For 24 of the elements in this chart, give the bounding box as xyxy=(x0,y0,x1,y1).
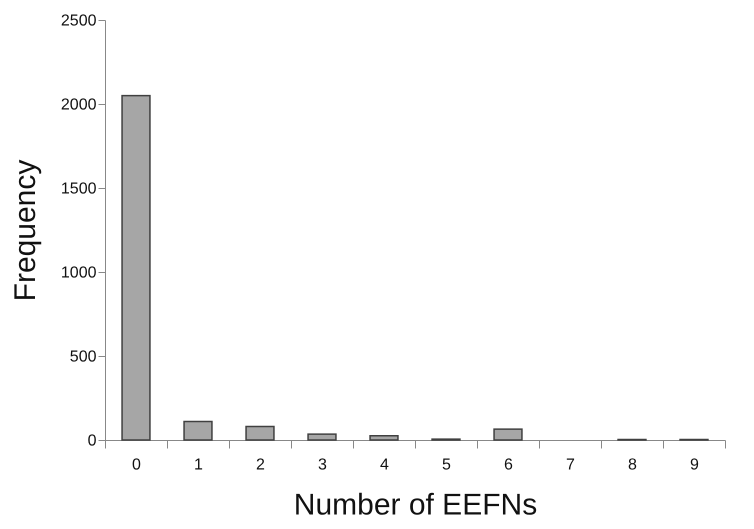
x-tick-label: 0 xyxy=(132,456,142,474)
bar xyxy=(307,433,337,441)
y-tick-label: 500 xyxy=(70,348,97,366)
y-tick-label: 0 xyxy=(88,432,97,450)
y-tick-label: 2000 xyxy=(60,96,97,114)
x-tick-label: 5 xyxy=(442,456,452,474)
bar xyxy=(493,428,523,441)
x-axis-title: Number of EEFNs xyxy=(294,488,538,522)
y-tick-label: 1000 xyxy=(60,264,97,282)
x-tick-label: 8 xyxy=(628,456,638,474)
x-tick-label: 7 xyxy=(566,456,576,474)
bar xyxy=(369,435,399,441)
x-tick-label: 1 xyxy=(194,456,204,474)
y-axis-title: Frequency xyxy=(8,160,42,302)
x-tick-label: 9 xyxy=(690,456,700,474)
bar xyxy=(121,94,151,441)
x-tick-label: 6 xyxy=(504,456,514,474)
bar xyxy=(245,426,275,441)
x-tick-label: 3 xyxy=(318,456,328,474)
x-tick-label: 2 xyxy=(256,456,266,474)
y-tick-label: 2500 xyxy=(60,12,97,30)
y-tick-label: 1500 xyxy=(60,180,97,198)
bar xyxy=(183,420,213,441)
x-tick-label: 4 xyxy=(380,456,390,474)
